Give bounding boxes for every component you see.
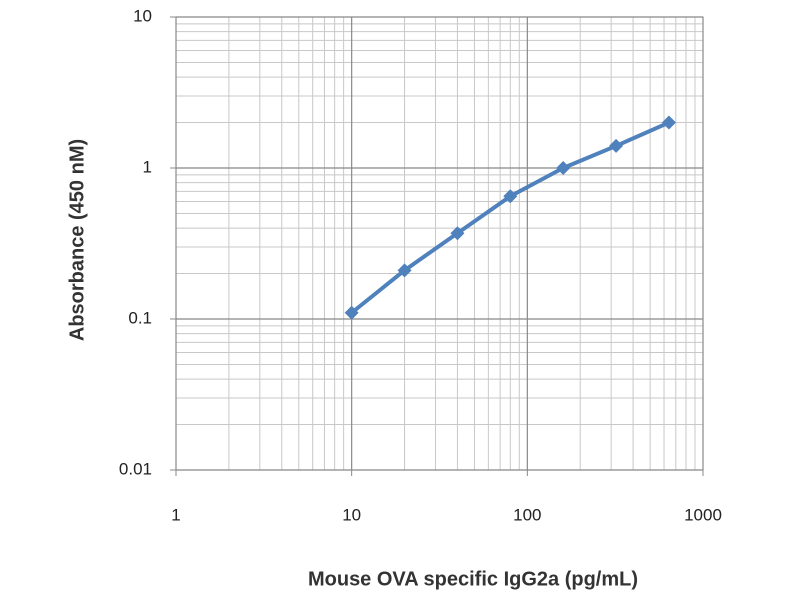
x-tick-label: 1 xyxy=(171,505,180,524)
data-point xyxy=(661,115,676,130)
plot-border xyxy=(175,16,704,471)
y-tick-label: 10 xyxy=(133,6,152,25)
data-point xyxy=(344,305,359,320)
x-tick-label: 10 xyxy=(342,505,361,524)
data-point xyxy=(556,161,571,175)
data-point xyxy=(503,189,518,204)
x-axis-title: Mouse OVA specific IgG2a (pg/mL) xyxy=(308,568,638,590)
y-tick-label: 0.01 xyxy=(119,459,152,478)
data-point xyxy=(609,138,624,153)
y-tick-label: 0.1 xyxy=(128,308,152,327)
x-tick-label: 1000 xyxy=(684,505,722,524)
y-tick-label: 1 xyxy=(143,157,152,176)
x-tick-label: 100 xyxy=(513,505,541,524)
y-axis-title: Absorbance (450 nM) xyxy=(66,139,88,341)
data-point xyxy=(450,226,465,241)
data-point xyxy=(397,263,412,278)
